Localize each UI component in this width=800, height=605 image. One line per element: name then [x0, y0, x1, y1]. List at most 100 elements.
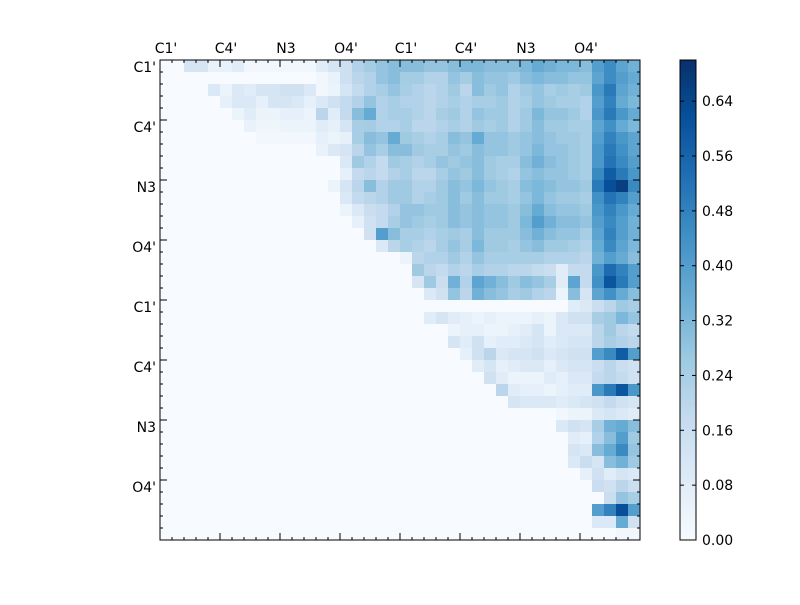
heatmap-cell — [376, 60, 389, 73]
heatmap-cell — [220, 276, 233, 289]
heatmap-cell — [244, 276, 257, 289]
heatmap-cell — [196, 156, 209, 169]
heatmap-cell — [364, 384, 377, 397]
heatmap-cell — [352, 468, 365, 481]
heatmap-cell — [580, 468, 593, 481]
heatmap-cell — [172, 528, 185, 541]
heatmap-cell — [448, 192, 461, 205]
heatmap-cell — [268, 384, 281, 397]
heatmap-cell — [388, 348, 401, 361]
heatmap-cell — [280, 468, 293, 481]
heatmap-cell — [328, 396, 341, 409]
heatmap-cell — [292, 432, 305, 445]
heatmap-cell — [424, 276, 437, 289]
heatmap-cell — [568, 228, 581, 241]
heatmap-cell — [328, 240, 341, 253]
heatmap-cell — [268, 60, 281, 73]
heatmap-cell — [364, 492, 377, 505]
heatmap-cell — [160, 324, 173, 337]
heatmap-cell — [448, 528, 461, 541]
heatmap-cell — [208, 156, 221, 169]
heatmap-cell — [280, 60, 293, 73]
heatmap-cell — [184, 60, 197, 73]
heatmap-cell — [256, 144, 269, 157]
heatmap-cell — [196, 300, 209, 313]
heatmap-cell — [316, 216, 329, 229]
heatmap-cell — [532, 216, 545, 229]
heatmap-cell — [424, 468, 437, 481]
heatmap-cell — [508, 276, 521, 289]
heatmap-cell — [568, 360, 581, 373]
heatmap-cell — [172, 516, 185, 529]
heatmap-cell — [208, 492, 221, 505]
heatmap-cell — [160, 348, 173, 361]
heatmap-cell — [544, 504, 557, 517]
heatmap-cell — [220, 288, 233, 301]
heatmap-cell — [472, 120, 485, 133]
heatmap-cell — [220, 60, 233, 73]
heatmap-cell — [328, 168, 341, 181]
heatmap-cell — [196, 108, 209, 121]
heatmap-cell — [244, 156, 257, 169]
heatmap-cell — [532, 324, 545, 337]
heatmap-cell — [484, 252, 497, 265]
heatmap-cell — [328, 156, 341, 169]
heatmap-cell — [304, 108, 317, 121]
heatmap-cell — [472, 252, 485, 265]
heatmap-cell — [580, 492, 593, 505]
heatmap-cell — [400, 144, 413, 157]
heatmap-cell — [592, 216, 605, 229]
heatmap-cell — [544, 156, 557, 169]
heatmap-cell — [232, 396, 245, 409]
heatmap-cell — [400, 444, 413, 457]
heatmap-cell — [556, 312, 569, 325]
heatmap-cell — [592, 300, 605, 313]
heatmap-cell — [268, 432, 281, 445]
heatmap-cell — [604, 384, 617, 397]
heatmap-cell — [292, 252, 305, 265]
heatmap-cell — [208, 420, 221, 433]
heatmap-cell — [436, 204, 449, 217]
heatmap-cell — [436, 492, 449, 505]
heatmap-cell — [304, 528, 317, 541]
heatmap-cell — [364, 504, 377, 517]
heatmap-cell — [412, 204, 425, 217]
heatmap-cell — [184, 216, 197, 229]
heatmap-cell — [472, 156, 485, 169]
heatmap-cell — [604, 60, 617, 73]
heatmap-cell — [520, 444, 533, 457]
heatmap-cell — [604, 396, 617, 409]
heatmap-cell — [208, 60, 221, 73]
heatmap-cell — [448, 144, 461, 157]
heatmap-cell — [556, 336, 569, 349]
heatmap-cell — [160, 192, 173, 205]
heatmap-cell — [484, 468, 497, 481]
heatmap-cell — [424, 288, 437, 301]
heatmap-cell — [316, 516, 329, 529]
heatmap-cell — [508, 216, 521, 229]
heatmap-cell — [496, 432, 509, 445]
x-tick-label: N3 — [276, 41, 295, 57]
heatmap-cell — [208, 300, 221, 313]
heatmap-cell — [364, 360, 377, 373]
heatmap-cell — [472, 192, 485, 205]
heatmap-cell — [436, 192, 449, 205]
heatmap-cell — [544, 168, 557, 181]
heatmap-cell — [268, 492, 281, 505]
heatmap-cell — [232, 468, 245, 481]
heatmap-cell — [160, 432, 173, 445]
heatmap-cell — [400, 312, 413, 325]
heatmap-cell — [448, 120, 461, 133]
heatmap-cell — [280, 84, 293, 97]
heatmap-cell — [232, 528, 245, 541]
heatmap-cell — [412, 468, 425, 481]
heatmap-cell — [232, 492, 245, 505]
heatmap-cell — [196, 120, 209, 133]
heatmap-cell — [232, 192, 245, 205]
heatmap-cell — [316, 108, 329, 121]
heatmap-cell — [244, 216, 257, 229]
heatmap-cell — [196, 312, 209, 325]
heatmap-cell — [304, 228, 317, 241]
heatmap-cell — [208, 468, 221, 481]
heatmap-cell — [172, 432, 185, 445]
